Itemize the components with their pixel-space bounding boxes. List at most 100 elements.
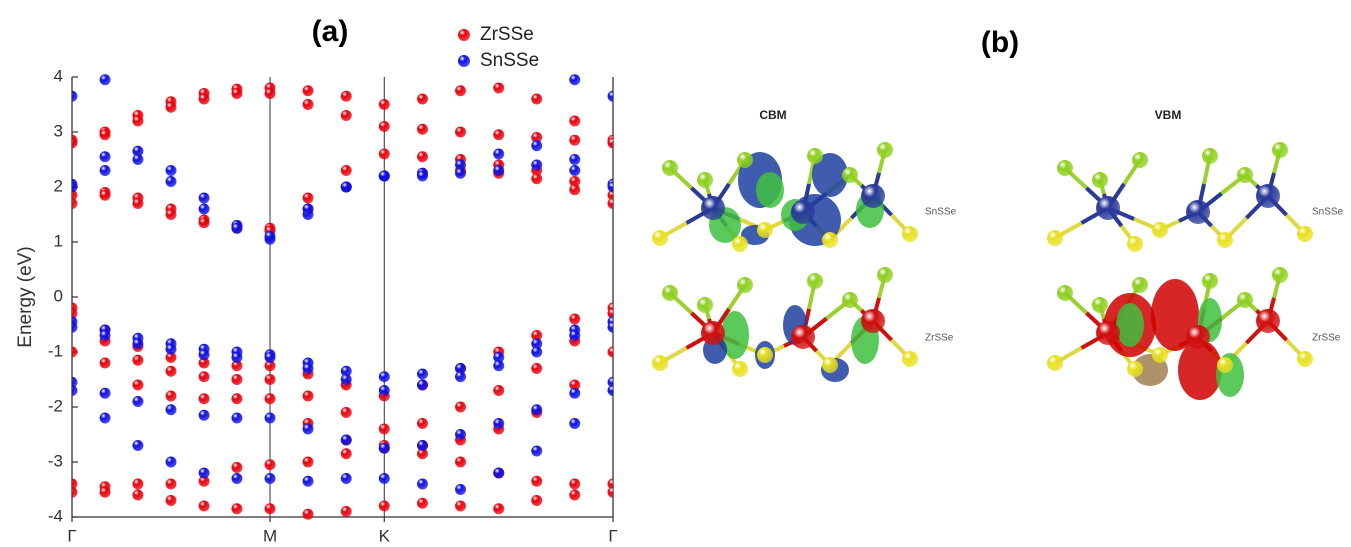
band-point (608, 487, 619, 498)
chalcogen-atom (842, 167, 858, 183)
band-point (100, 413, 111, 424)
band-point (199, 468, 210, 479)
band-point (608, 322, 619, 333)
band-point (265, 374, 276, 385)
chalcogen-atom (1057, 160, 1073, 176)
band-point (569, 184, 580, 195)
chalcogen-atom (1297, 226, 1313, 242)
band-point (455, 402, 466, 413)
band-point (455, 85, 466, 96)
chalcogen-atom (842, 292, 858, 308)
legend-marker (458, 29, 470, 41)
chalcogen-atom (697, 297, 713, 313)
y-tick-label: -3 (48, 451, 63, 470)
y-tick-label: 3 (54, 121, 63, 140)
layer-label: SnSSe (1312, 207, 1344, 218)
band-point (417, 124, 428, 135)
band-point (379, 501, 390, 512)
band-point (231, 352, 242, 363)
band-point (166, 344, 177, 355)
band-point (531, 476, 542, 487)
legend-label: ZrSSe (480, 24, 534, 45)
band-point (265, 393, 276, 404)
band-point (608, 385, 619, 396)
y-tick-label: -4 (48, 506, 63, 525)
band-point (608, 198, 619, 209)
metal-atom (861, 309, 885, 333)
chalcogen-atom (1092, 297, 1108, 313)
chalcogen-atom (1202, 273, 1218, 289)
band-point (166, 366, 177, 377)
band-point (417, 94, 428, 105)
band-point (67, 322, 78, 333)
layer-label: ZrSSe (1312, 333, 1341, 344)
band-point (100, 388, 111, 399)
band-point (67, 138, 78, 149)
band-point (166, 495, 177, 506)
band-point (531, 446, 542, 457)
band-point (569, 135, 580, 146)
chalcogen-atom (1057, 285, 1073, 301)
band-point (303, 424, 314, 435)
atom-layer (1047, 267, 1313, 400)
band-point (166, 165, 177, 176)
band-point (67, 487, 78, 498)
band-point (265, 473, 276, 484)
band-point (132, 440, 143, 451)
band-point (132, 338, 143, 349)
structures (652, 142, 1313, 400)
chalcogen-atom (757, 347, 773, 363)
y-axis-title: Energy (eV) (15, 246, 36, 347)
chalcogen-atom (822, 232, 838, 248)
band-point (417, 369, 428, 380)
legend-marker (458, 55, 470, 67)
band-point (569, 479, 580, 490)
band-point (231, 503, 242, 514)
band-point (341, 448, 352, 459)
chalcogen-atom (1132, 277, 1148, 293)
band-point (379, 371, 390, 382)
chalcogen-atom (732, 361, 748, 377)
band-point (231, 88, 242, 99)
band-point (569, 330, 580, 341)
band-point (166, 102, 177, 113)
band-point (303, 391, 314, 402)
band-point (199, 94, 210, 105)
band-point (100, 487, 111, 498)
band-point (100, 330, 111, 341)
chalcogen-atom (902, 226, 918, 242)
band-point (132, 198, 143, 209)
band-point (265, 413, 276, 424)
chalcogen-atom (822, 357, 838, 373)
band-point (199, 193, 210, 204)
band-point (569, 74, 580, 85)
band-point (341, 182, 352, 193)
band-point (417, 479, 428, 490)
band-point (166, 479, 177, 490)
orbital-lobe (1116, 303, 1144, 347)
band-point (303, 509, 314, 520)
band-point (608, 347, 619, 358)
chalcogen-atom (652, 355, 668, 371)
x-tick-label: K (379, 526, 391, 545)
band-point (166, 176, 177, 187)
band-point (303, 363, 314, 374)
atom-layer (652, 142, 918, 252)
band-point (303, 85, 314, 96)
band-point (199, 501, 210, 512)
band-point (199, 393, 210, 404)
band-point (608, 138, 619, 149)
band-point (493, 418, 504, 429)
band-point (166, 391, 177, 402)
metal-atom (1186, 200, 1210, 224)
band-point (531, 347, 542, 358)
chalcogen-atom (1297, 351, 1313, 367)
layer-label: ZrSSe (925, 333, 954, 344)
chalcogen-atom (1202, 148, 1218, 164)
band-point (493, 385, 504, 396)
column-title: VBM (1155, 108, 1182, 122)
chalcogen-atom (662, 160, 678, 176)
band-point (132, 479, 143, 490)
band-point (199, 217, 210, 228)
chalcogen-atom (1217, 232, 1233, 248)
